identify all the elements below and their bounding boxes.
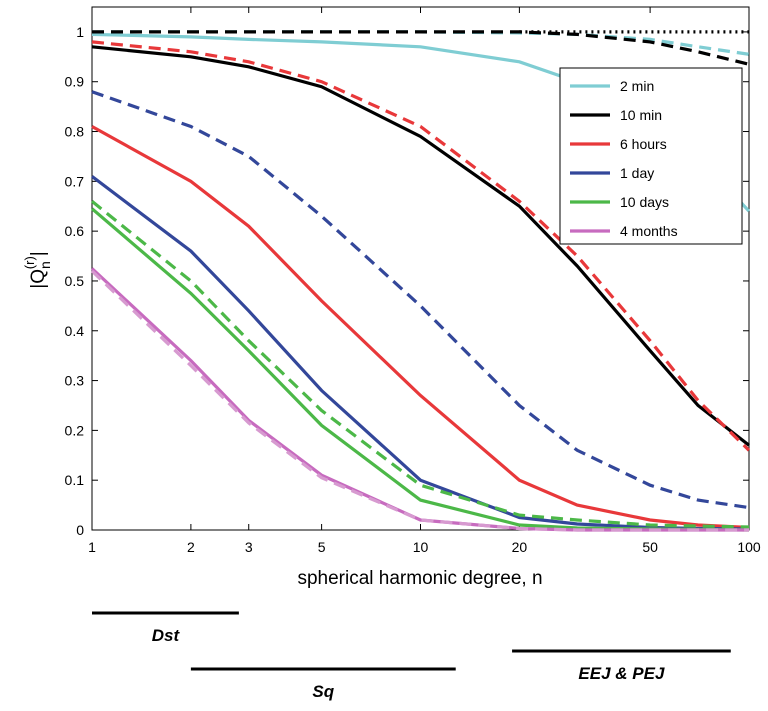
legend-label: 10 days (620, 194, 669, 210)
x-tick-label: 2 (187, 539, 195, 555)
y-tick-label: 0 (76, 522, 84, 538)
y-axis-label-part: n (37, 261, 53, 269)
y-tick-label: 0.1 (65, 472, 85, 488)
y-axis-label-part: |Q (28, 269, 49, 289)
y-tick-label: 0.3 (65, 373, 85, 389)
x-tick-label: 5 (318, 539, 326, 555)
range-label: Dst (152, 626, 181, 645)
x-tick-label: 50 (642, 539, 658, 555)
y-tick-label: 0.6 (65, 223, 85, 239)
x-tick-label: 10 (413, 539, 429, 555)
x-tick-label: 1 (88, 539, 96, 555)
y-axis-label-part: | (28, 251, 49, 256)
y-tick-label: 0.4 (65, 323, 85, 339)
legend-label: 2 min (620, 78, 654, 94)
x-axis-label: spherical harmonic degree, n (297, 568, 542, 589)
y-tick-label: 1 (76, 24, 84, 40)
y-tick-label: 0.2 (65, 422, 85, 438)
y-axis-label: |Qn(r)| (22, 251, 53, 288)
x-tick-label: 3 (245, 539, 253, 555)
range-label: EEJ & PEJ (578, 664, 665, 683)
legend-label: 4 months (620, 223, 678, 239)
y-tick-label: 0.8 (65, 124, 85, 140)
series-line (90, 200, 750, 529)
y-tick-label: 0.9 (65, 74, 85, 90)
y-tick-label: 0.7 (65, 173, 85, 189)
y-axis-label-part: (r) (22, 256, 37, 269)
range-label: Sq (312, 682, 334, 701)
series-line (91, 40, 751, 452)
legend-label: 1 day (620, 165, 654, 181)
legend-label: 6 hours (620, 136, 667, 152)
x-tick-label: 20 (512, 539, 528, 555)
series-line (90, 269, 749, 532)
series-line (91, 45, 750, 447)
y-tick-label: 0.5 (65, 273, 85, 289)
legend-box (559, 67, 743, 245)
legend-label: 10 min (620, 107, 662, 123)
series-line (91, 125, 750, 530)
series-line (91, 90, 750, 510)
x-tick-label: 100 (737, 539, 761, 555)
